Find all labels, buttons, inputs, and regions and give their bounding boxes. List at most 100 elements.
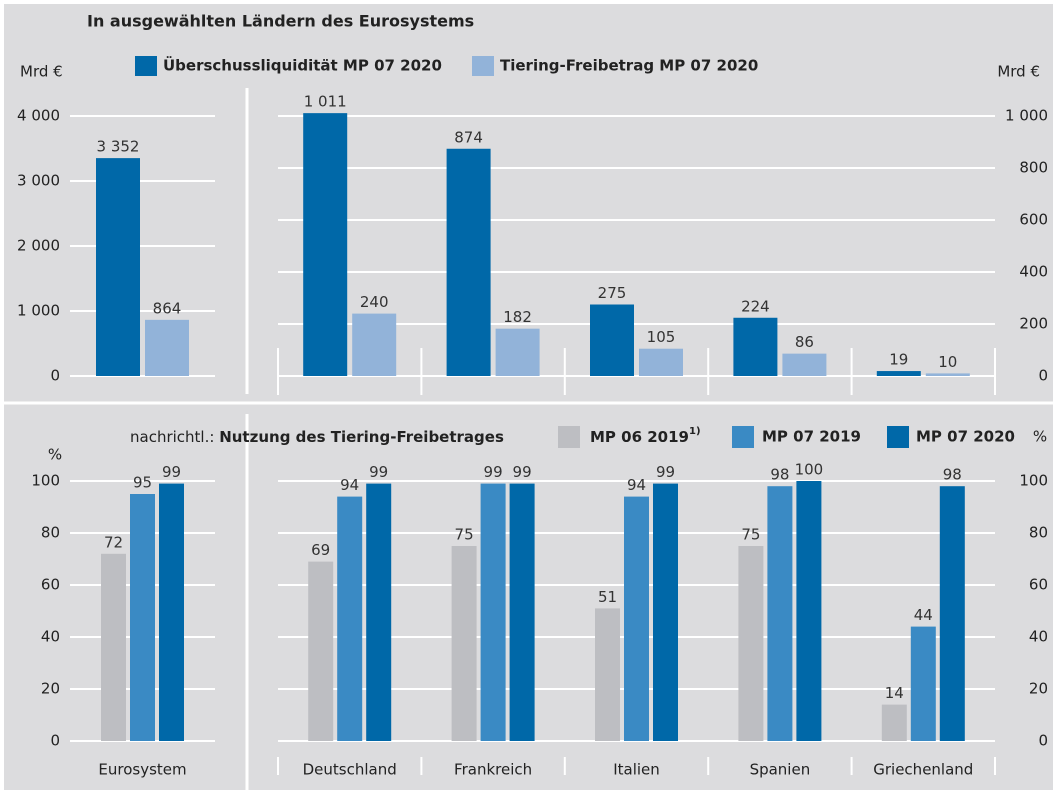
bar bbox=[881, 704, 907, 741]
x-tick-label: Spanien bbox=[750, 761, 811, 779]
y-tick-label: 3 000 bbox=[17, 172, 60, 190]
bar bbox=[653, 483, 678, 741]
value-label: 240 bbox=[360, 293, 389, 311]
y-tick-label: 40 bbox=[41, 628, 60, 646]
value-label: 51 bbox=[598, 588, 617, 606]
legend-swatch bbox=[472, 56, 494, 76]
legend-swatch bbox=[558, 426, 580, 448]
value-label: 72 bbox=[104, 533, 123, 551]
bar bbox=[145, 319, 189, 376]
value-label: 75 bbox=[455, 526, 474, 544]
bar bbox=[495, 328, 540, 376]
bar bbox=[782, 353, 827, 376]
y-tick-label: 200 bbox=[1019, 315, 1048, 333]
y-axis-label: % bbox=[1033, 428, 1047, 446]
bar bbox=[308, 561, 334, 741]
bar bbox=[639, 348, 683, 376]
y-axis-label: Mrd € bbox=[20, 63, 63, 81]
legend-entry: MP 07 2020 bbox=[916, 428, 1015, 446]
y-tick-label: 60 bbox=[1029, 576, 1048, 594]
value-label: 10 bbox=[938, 353, 957, 371]
y-tick-label: 800 bbox=[1019, 159, 1048, 177]
bar bbox=[101, 553, 126, 741]
subtitle: Nutzung des Tiering-Freibetrages bbox=[219, 428, 504, 446]
bar bbox=[590, 304, 634, 376]
note: nachrichtl.: bbox=[130, 428, 214, 446]
y-tick-label: 0 bbox=[50, 367, 60, 385]
y-tick-label: 20 bbox=[41, 680, 60, 698]
legend-entry: Überschussliquidität MP 07 2020 bbox=[163, 56, 442, 75]
value-label: 69 bbox=[311, 541, 330, 559]
y-tick-label: 4 000 bbox=[17, 107, 60, 125]
value-label: 99 bbox=[162, 463, 181, 481]
x-tick-label: Italien bbox=[613, 761, 660, 779]
y-tick-label: 80 bbox=[41, 524, 60, 542]
value-label: 99 bbox=[369, 463, 388, 481]
legend-title: nachrichtl.: Nutzung des Tiering-Freibet… bbox=[130, 428, 504, 446]
y-tick-label: 0 bbox=[1038, 367, 1048, 385]
y-tick-label: 600 bbox=[1019, 211, 1048, 229]
bar bbox=[509, 483, 535, 741]
value-label: 19 bbox=[889, 351, 908, 369]
y-tick-label: 400 bbox=[1019, 263, 1048, 281]
y-tick-label: 0 bbox=[1038, 732, 1048, 750]
value-label: 98 bbox=[770, 466, 789, 484]
bar bbox=[480, 483, 506, 741]
legend-entry: MP 07 2019 bbox=[762, 428, 861, 446]
bar bbox=[624, 496, 649, 741]
y-tick-label: 100 bbox=[1019, 472, 1048, 490]
bar bbox=[352, 313, 397, 376]
y-tick-label: 0 bbox=[50, 732, 60, 750]
bar bbox=[130, 494, 155, 741]
y-tick-label: 1 000 bbox=[1005, 107, 1048, 125]
bar bbox=[159, 483, 184, 741]
y-tick-label: 20 bbox=[1029, 680, 1048, 698]
bar bbox=[910, 626, 936, 741]
y-tick-label: 100 bbox=[31, 472, 60, 490]
y-tick-label: 1 000 bbox=[17, 302, 60, 320]
y-axis-label: Mrd € bbox=[997, 63, 1040, 81]
value-label: 99 bbox=[513, 463, 532, 481]
legend-swatch bbox=[887, 426, 909, 448]
value-label: 99 bbox=[484, 463, 503, 481]
footnote-mark: 1) bbox=[689, 426, 701, 437]
value-label: 3 352 bbox=[97, 138, 140, 156]
bar bbox=[796, 481, 822, 741]
y-tick-label: 40 bbox=[1029, 628, 1048, 646]
value-label: 1 011 bbox=[304, 93, 347, 111]
x-tick-label: Deutschland bbox=[303, 761, 397, 779]
bar bbox=[876, 371, 921, 376]
value-label: 86 bbox=[795, 333, 814, 351]
bar bbox=[337, 496, 363, 741]
legend-name: MP 06 2019 bbox=[590, 428, 689, 446]
y-tick-label: 2 000 bbox=[17, 237, 60, 255]
value-label: 14 bbox=[885, 684, 904, 702]
legend-swatch bbox=[135, 56, 157, 76]
y-axis-label: % bbox=[48, 446, 62, 464]
bar bbox=[96, 158, 140, 376]
chart-title: In ausgewählten Ländern des Eurosystems bbox=[87, 12, 474, 31]
value-label: 94 bbox=[627, 476, 646, 494]
bar bbox=[446, 148, 491, 376]
value-label: 99 bbox=[656, 463, 675, 481]
value-label: 182 bbox=[503, 308, 532, 326]
bar bbox=[925, 373, 970, 376]
bar bbox=[595, 608, 620, 741]
bar bbox=[733, 317, 778, 376]
x-tick-label: Griechenland bbox=[873, 761, 973, 779]
bar bbox=[303, 113, 348, 376]
bar bbox=[939, 486, 965, 741]
legend-entry: Tiering-Freibetrag MP 07 2020 bbox=[500, 57, 758, 75]
y-tick-label: 80 bbox=[1029, 524, 1048, 542]
bar bbox=[451, 546, 477, 741]
x-tick-label: Frankreich bbox=[454, 761, 532, 779]
value-label: 94 bbox=[340, 476, 359, 494]
value-label: 224 bbox=[741, 297, 770, 315]
value-label: 44 bbox=[914, 606, 933, 624]
value-label: 275 bbox=[598, 284, 627, 302]
value-label: 874 bbox=[454, 128, 483, 146]
legend-entry: MP 06 20191) bbox=[590, 426, 701, 446]
value-label: 864 bbox=[153, 299, 182, 317]
